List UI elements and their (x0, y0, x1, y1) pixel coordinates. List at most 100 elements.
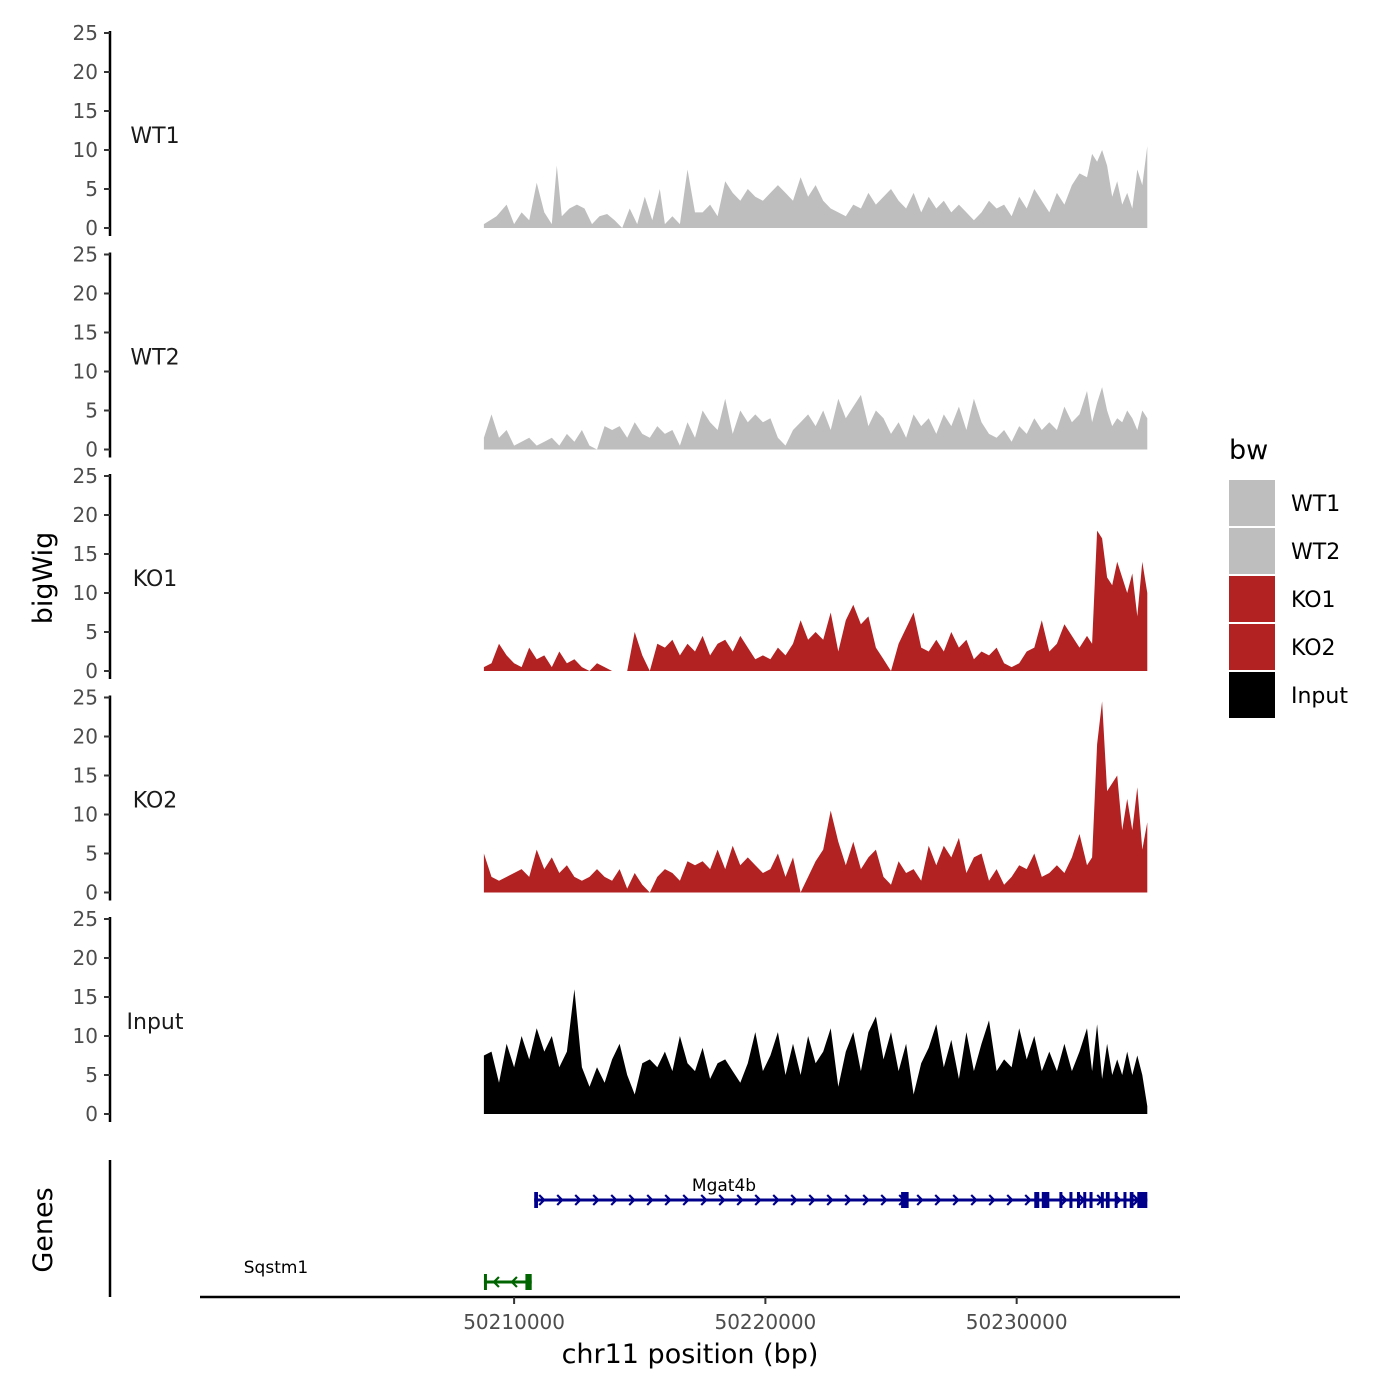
legend-title: bw (1229, 435, 1268, 466)
strand-arrow (844, 1194, 852, 1206)
y-tick-label: 5 (85, 620, 98, 644)
legend-label-ko2: KO2 (1291, 636, 1336, 661)
strand-arrow (808, 1194, 816, 1206)
strand-arrow (538, 1194, 546, 1206)
signal-area (483, 146, 1148, 228)
strand-arrow (880, 1194, 888, 1206)
track-ko1: 0 5 10 15 20 25 KO1 (73, 464, 1148, 683)
exon (1137, 1192, 1148, 1208)
exon (901, 1192, 909, 1208)
y-tick-label: 15 (73, 99, 98, 123)
strand-arrow (574, 1194, 582, 1206)
legend-label-wt1: WT1 (1291, 492, 1340, 517)
y-tick-label: 25 (73, 21, 98, 45)
y-tick-label: 0 (85, 881, 98, 905)
strand-arrow (556, 1194, 564, 1206)
y-tick-label: 10 (73, 803, 98, 827)
strand-arrow (1060, 1194, 1068, 1206)
track-label: Input (127, 1010, 184, 1035)
y-tick-label: 0 (85, 438, 98, 462)
strand-arrow (664, 1194, 672, 1206)
track-input: 0 5 10 15 20 25 Input (73, 907, 1148, 1126)
exon (1069, 1192, 1073, 1208)
x-axis: 50210000 50220000 50230000 (200, 1295, 1180, 1334)
y-tick-label: 20 (73, 725, 98, 749)
legend-swatch-ko2 (1229, 624, 1275, 670)
y-tick-label: 5 (85, 842, 98, 866)
strand-arrow (790, 1194, 798, 1206)
y-tick-label: 25 (73, 464, 98, 488)
exon (1089, 1192, 1093, 1208)
exon (1105, 1192, 1110, 1208)
y-tick-label: 10 (73, 360, 98, 384)
strand-arrow (628, 1194, 636, 1206)
strand-arrow (862, 1194, 870, 1206)
exon (1034, 1192, 1040, 1208)
exon (1076, 1192, 1080, 1208)
strand-arrow (736, 1194, 744, 1206)
y-tick-label: 20 (73, 282, 98, 306)
strand-arrow (510, 1276, 518, 1288)
strand-arrow (826, 1194, 834, 1206)
legend-label-ko1: KO1 (1291, 588, 1336, 613)
signal-area (483, 387, 1148, 450)
exon (525, 1274, 532, 1290)
exon (1059, 1192, 1063, 1208)
y-tick-label: 20 (73, 946, 98, 970)
gene-sqstm1: Sqstm1 (244, 1258, 532, 1290)
gene-label: Mgat4b (692, 1176, 756, 1196)
strand-arrow (718, 1194, 726, 1206)
y-tick-label: 10 (73, 1024, 98, 1048)
gene-label: Sqstm1 (244, 1258, 308, 1278)
strand-arrow (682, 1194, 690, 1206)
track-label: WT2 (130, 346, 179, 371)
gene-mgat4b: Mgat4b (534, 1176, 1148, 1208)
y-tick-label: 25 (73, 243, 98, 267)
strand-arrow (610, 1194, 618, 1206)
strand-arrow (592, 1194, 600, 1206)
track-label: KO1 (133, 567, 178, 592)
exon (1129, 1192, 1134, 1208)
signal-area (483, 989, 1148, 1114)
genes-axis-title: Genes (28, 1187, 59, 1272)
y-tick-label: 15 (73, 321, 98, 345)
legend-label-wt2: WT2 (1291, 540, 1340, 565)
y-tick-label: 5 (85, 177, 98, 201)
signal-tracks: 0510152025WT10510152025WT20510152025KO10… (73, 21, 1148, 1126)
legend-swatch-input (1229, 672, 1275, 718)
y-tick-label: 5 (85, 1063, 98, 1087)
strand-arrow (916, 1194, 924, 1206)
strand-arrow (934, 1194, 942, 1206)
x-tick-label: 50220000 (714, 1310, 816, 1334)
strand-arrow (988, 1194, 996, 1206)
y-tick-label: 10 (73, 581, 98, 605)
genes-panel: Mgat4b Sqstm1 (108, 1160, 1148, 1297)
strand-arrow (700, 1194, 708, 1206)
exon (1100, 1192, 1104, 1208)
exon (1123, 1192, 1127, 1208)
y-tick-label: 0 (85, 1102, 98, 1126)
track-wt1: 0 5 10 15 20 25 WT1 (73, 21, 1148, 240)
y-tick-label: 0 (85, 216, 98, 240)
strand-arrow (1024, 1194, 1032, 1206)
strand-arrow (646, 1194, 654, 1206)
legend-swatch-wt1 (1229, 480, 1275, 526)
strand-arrow (1006, 1194, 1014, 1206)
y-tick-label: 15 (73, 764, 98, 788)
y-tick-label: 25 (73, 907, 98, 931)
track-wt2: 0 5 10 15 20 25 WT2 (73, 243, 1148, 462)
track-label: KO2 (133, 789, 178, 814)
legend: bw WT1 WT2 KO1 KO2 Input (1229, 435, 1348, 718)
track-ko2: 0 5 10 15 20 25 KO2 (73, 686, 1148, 905)
strand-arrow (492, 1276, 500, 1288)
x-tick-label: 50210000 (463, 1310, 565, 1334)
strand-arrow (970, 1194, 978, 1206)
y-tick-label: 5 (85, 399, 98, 423)
y-tick-label: 25 (73, 686, 98, 710)
x-tick-label: 50230000 (966, 1310, 1068, 1334)
strand-arrow (754, 1194, 762, 1206)
y-tick-label: 0 (85, 659, 98, 683)
exon (483, 1274, 487, 1290)
signal-area (483, 701, 1148, 893)
